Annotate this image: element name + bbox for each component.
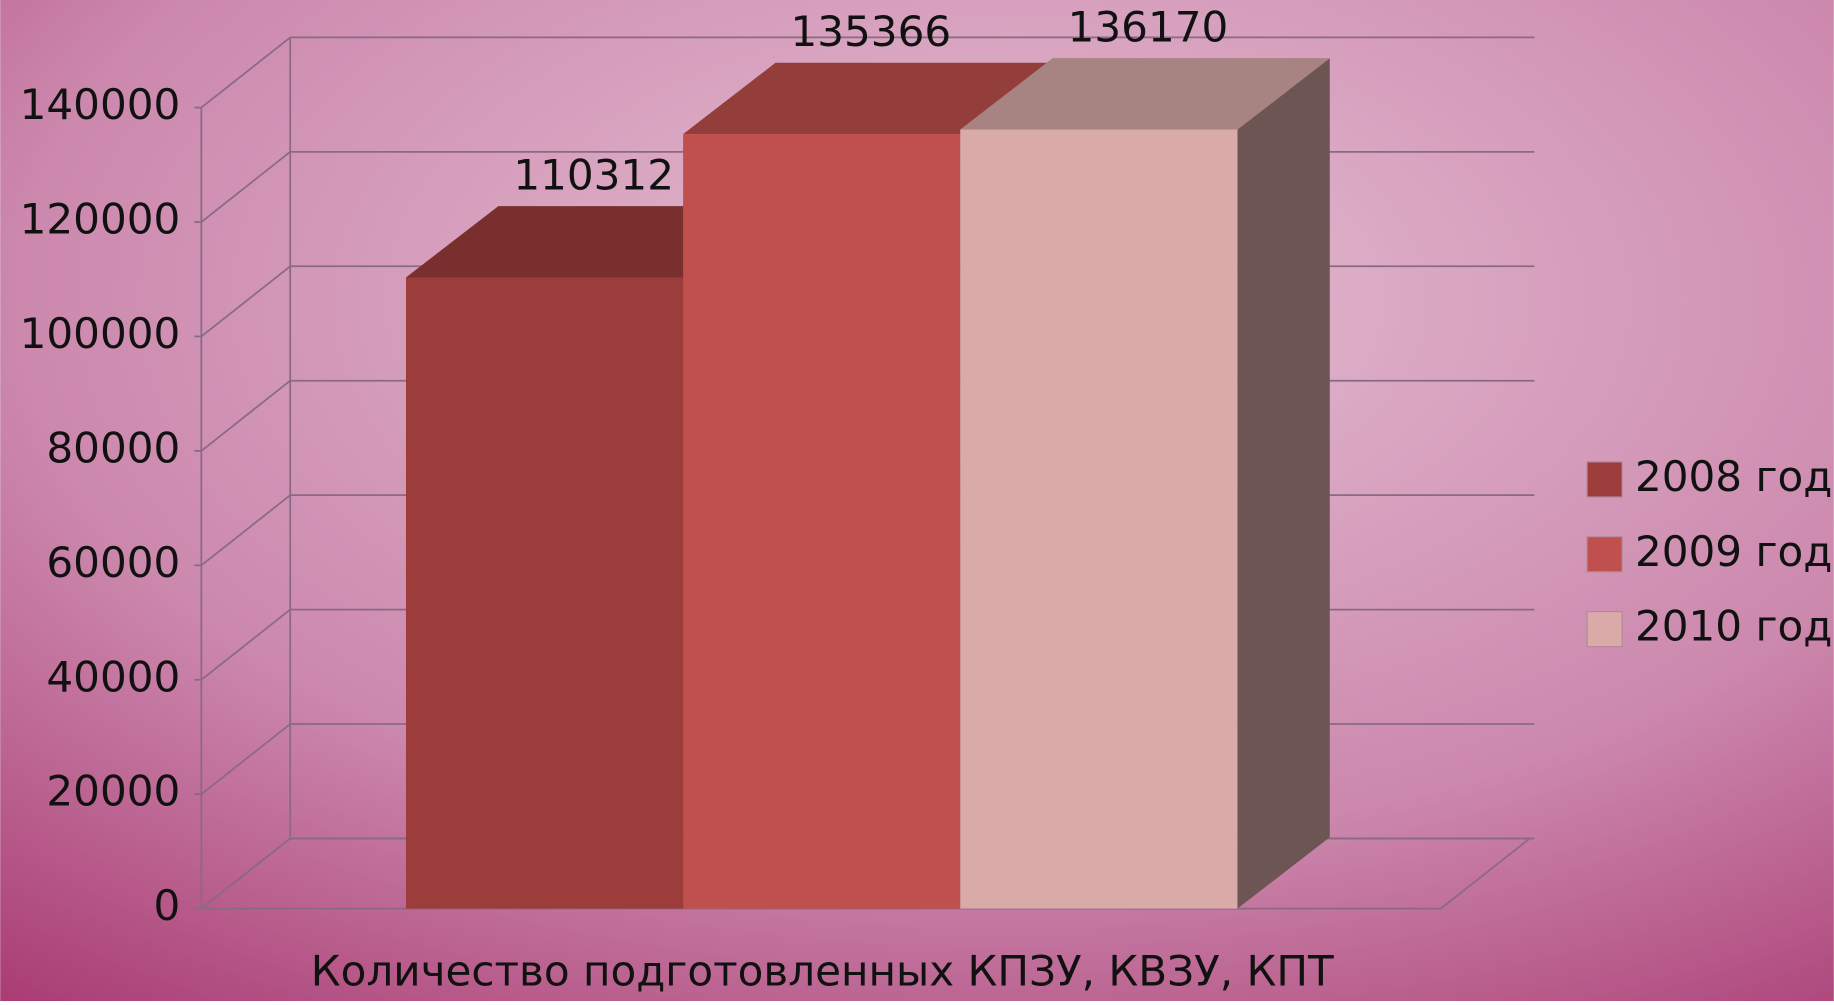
data-label: 136170 — [1068, 3, 1229, 52]
legend-label: 2008 год — [1635, 452, 1832, 501]
grid-line — [200, 723, 291, 795]
bar-side — [1237, 58, 1330, 909]
bar — [960, 129, 1238, 909]
grid-line — [200, 494, 291, 567]
y-tick-label: 40000 — [46, 652, 180, 701]
y-tick-label: 100000 — [20, 309, 181, 358]
data-label: 135366 — [790, 7, 951, 56]
bar — [405, 277, 684, 909]
y-tick-label: 80000 — [46, 423, 180, 472]
grid-line — [200, 380, 291, 452]
y-tick-label: 120000 — [20, 195, 181, 244]
legend-label: 2010 год — [1635, 602, 1832, 651]
grid-line — [200, 36, 291, 109]
legend-swatch — [1586, 611, 1623, 648]
grid-line — [200, 837, 291, 910]
y-tick-label: 140000 — [20, 80, 181, 129]
legend-swatch — [1586, 536, 1623, 573]
y-tick-label: 60000 — [46, 538, 180, 587]
bar-top — [960, 58, 1330, 130]
grid-line — [200, 265, 291, 338]
grid-line — [200, 608, 291, 681]
legend-label: 2009 год — [1635, 527, 1832, 576]
bar — [683, 134, 961, 909]
legend-swatch — [1586, 461, 1623, 498]
y-tick-label: 0 — [154, 881, 181, 930]
bar-top — [683, 62, 1053, 135]
grid-line — [200, 151, 291, 223]
data-label: 110312 — [513, 151, 674, 200]
y-tick-label: 20000 — [46, 767, 180, 816]
x-category-label: Количество подготовленных КПЗУ, КВЗУ, КП… — [311, 947, 1334, 996]
